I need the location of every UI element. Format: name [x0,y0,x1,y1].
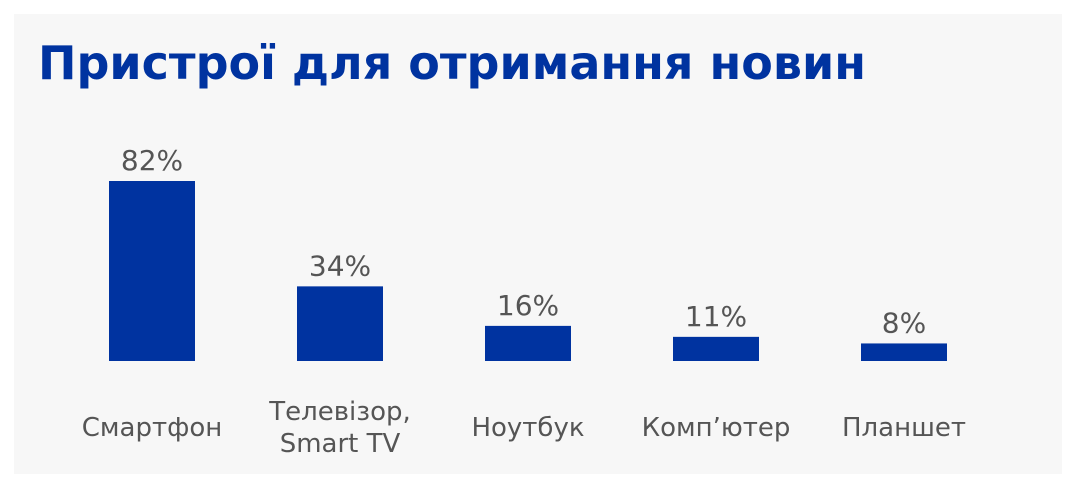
chart-title: Пристрої для отримання новин [38,36,866,90]
value-label-3: 11% [685,300,747,333]
category-label-1: Телевізор, Smart TV [268,397,411,459]
value-label-1: 34% [309,249,371,282]
category-label-2-line-0: Ноутбук [471,413,584,443]
bars-group [109,181,947,361]
category-label-1-line-1: Smart TV [280,429,401,459]
value-label-0: 82% [121,144,183,177]
category-label-0-line-0: Смартфон [82,413,223,443]
bar-2 [485,325,571,361]
value-labels-group: 82% 34% 16% 11% 8% [121,144,926,339]
category-label-4: Планшет [842,413,966,443]
value-label-4: 8% [882,306,926,339]
category-label-4-line-0: Планшет [842,413,966,443]
category-label-3: Комп’ютер [642,413,791,443]
bar-0 [109,181,195,361]
value-label-2: 16% [497,289,559,322]
category-label-1-line-0: Телевізор, [268,397,411,427]
category-label-2: Ноутбук [471,413,584,443]
category-label-3-line-0: Комп’ютер [642,413,791,443]
category-label-0: Смартфон [82,413,223,443]
bar-4 [861,343,947,361]
bar-1 [297,286,383,361]
category-labels-group: Смартфон Телевізор, Smart TV Ноутбук Комп’ют… [82,397,966,459]
bar-3 [673,336,759,361]
